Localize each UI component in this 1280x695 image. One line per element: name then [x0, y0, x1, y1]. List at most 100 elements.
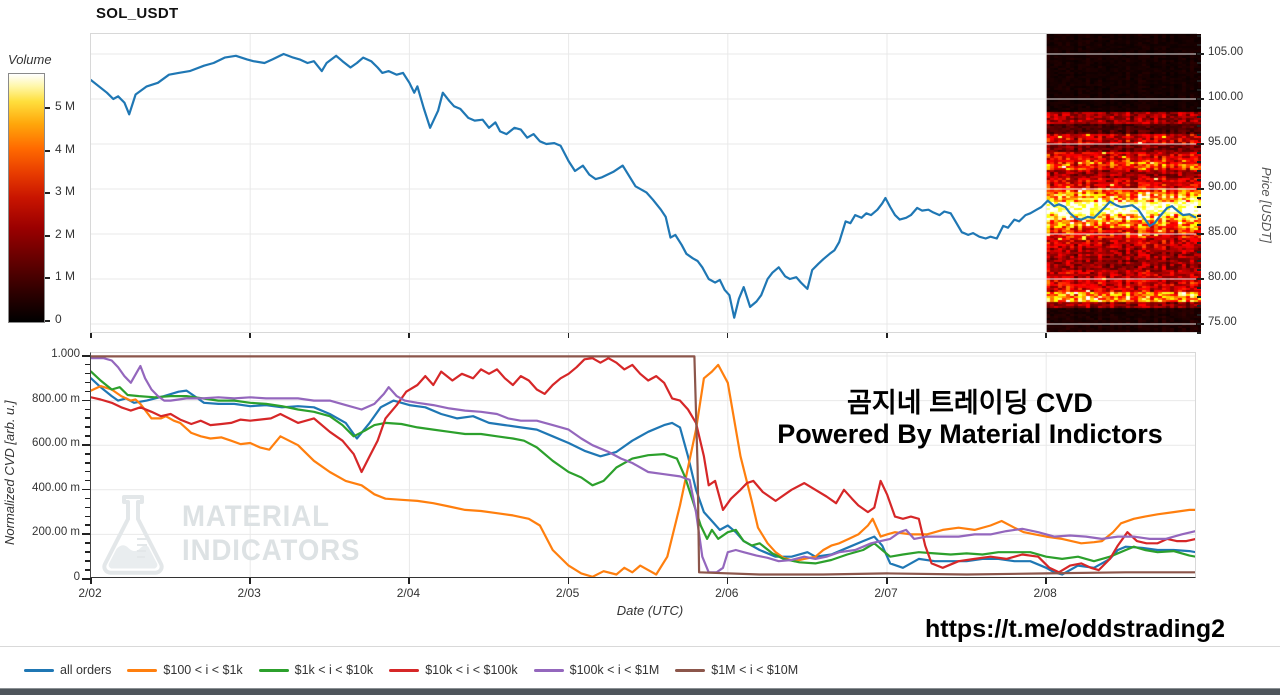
cvd-tick — [85, 506, 90, 509]
volume-tick — [45, 320, 50, 322]
cvd-tick — [85, 524, 90, 526]
price-tick — [1197, 197, 1201, 199]
cvd-tick — [82, 444, 90, 446]
legend-swatch-icon — [533, 668, 564, 672]
price-tick — [1197, 170, 1201, 172]
legend-item-3[interactable]: $10k < i < $100k — [389, 663, 518, 677]
orderbook-heatmap — [1046, 34, 1202, 332]
price-tick — [1197, 224, 1201, 226]
cvd-line-plot — [91, 353, 1195, 577]
price-tick — [1197, 62, 1201, 64]
price-tick — [1197, 44, 1201, 46]
volume-tick-label: 5 M — [55, 99, 76, 113]
legend-divider — [0, 646, 1280, 647]
cvd-tick-label: 800.00 m — [32, 392, 80, 405]
price-tick-label: 105.00 — [1208, 46, 1244, 58]
cvd-tick — [82, 399, 90, 402]
cvd-line--10k-i-100k — [91, 357, 1195, 574]
date-tick — [1045, 578, 1047, 584]
cvd-tick — [85, 453, 90, 455]
date-tick — [567, 578, 570, 584]
cvd-tick — [85, 381, 90, 384]
price-tick — [1197, 152, 1201, 154]
cvd-tick-label: 200.00 m — [32, 526, 80, 539]
price-tick — [1197, 179, 1201, 181]
date-tick — [90, 578, 92, 584]
date-tick — [726, 578, 729, 584]
legend-label: all orders — [60, 663, 112, 677]
date-tick-label: 2/03 — [237, 586, 261, 600]
legend-item-0[interactable]: all orders — [24, 663, 111, 677]
price-tick — [1197, 89, 1201, 91]
top-x-tick — [408, 333, 410, 338]
price-tick-label: 100.00 — [1208, 91, 1244, 103]
volume-colorbar-label: Volume — [8, 52, 52, 67]
price-axis-label: Price [USDT] — [1259, 167, 1274, 243]
volume-tick — [45, 149, 50, 152]
price-tick — [1197, 260, 1201, 262]
price-tick — [1197, 269, 1201, 271]
volume-tick — [45, 277, 50, 280]
cvd-tick — [82, 533, 90, 535]
price-tick-label: 80.00 — [1208, 271, 1237, 283]
price-tick — [1197, 161, 1201, 163]
cvd-line--100-i-1k — [91, 363, 1195, 577]
price-tick-label: 75.00 — [1208, 316, 1237, 328]
cvd-tick — [85, 542, 90, 544]
cvd-tick — [85, 435, 90, 437]
caption-powered-by: Powered By Material Indictors — [777, 419, 1163, 449]
cvd-tick — [85, 363, 90, 366]
legend-item-2[interactable]: $1k < i < $10k — [258, 663, 374, 677]
price-tick — [1197, 53, 1204, 55]
cvd-tick — [85, 417, 90, 419]
price-tick — [1197, 278, 1204, 280]
volume-tick-label: 1 M — [55, 269, 76, 284]
volume-tick-label: 3 M — [55, 184, 76, 199]
volume-tick-label: 0 — [55, 312, 62, 326]
volume-tick-label: 2 M — [55, 226, 76, 241]
date-tick — [408, 578, 410, 584]
legend-label: $1k < i < $10k — [294, 663, 374, 677]
cvd-tick — [85, 462, 90, 464]
legend-swatch-icon — [24, 668, 54, 672]
volume-colorbar — [8, 73, 45, 323]
cvd-line--1k-i-10k — [91, 370, 1195, 565]
top-x-tick — [567, 333, 570, 338]
price-tick — [1197, 80, 1201, 82]
legend-label: $100 < i < $1k — [163, 663, 243, 677]
cvd-tick-label: 600.00 m — [32, 437, 80, 450]
cvd-tick — [85, 515, 90, 518]
top-x-tick — [1045, 333, 1047, 338]
top-x-tick — [886, 333, 888, 338]
price-tick — [1197, 116, 1201, 118]
legend-item-5[interactable]: $1M < i < $10M — [675, 663, 798, 677]
price-tick — [1197, 332, 1201, 334]
cvd-tick — [85, 569, 90, 571]
cvd-line--1m-i-10m — [91, 355, 1195, 576]
legend-item-4[interactable]: $100k < i < $1M — [533, 663, 660, 677]
price-tick — [1197, 143, 1204, 145]
caption-block: 곰지네 트레이딩 CVD Powered By Material Indicto… — [720, 388, 1220, 450]
price-line-plot — [91, 34, 1196, 332]
price-tick-label: 95.00 — [1208, 136, 1237, 148]
cvd-axis-label: Normalized CVD [arb. u.] — [2, 400, 17, 545]
price-tick-label: 90.00 — [1208, 181, 1237, 193]
legend-item-1[interactable]: $100 < i < $1k — [127, 663, 243, 677]
price-tick — [1197, 98, 1204, 100]
legend-swatch-icon — [127, 668, 158, 672]
cvd-chart[interactable] — [90, 352, 1196, 578]
cvd-tick — [82, 355, 90, 357]
caption-korean: 곰지네 트레이딩 CVD — [847, 388, 1093, 418]
legend-label: $10k < i < $100k — [425, 663, 518, 677]
price-chart[interactable] — [90, 33, 1202, 333]
date-tick-label: 2/07 — [874, 586, 898, 600]
cvd-tick — [85, 426, 90, 428]
legend-label: $100k < i < $1M — [569, 663, 660, 677]
cvd-tick — [85, 372, 90, 375]
date-tick-label: 2/04 — [396, 586, 421, 600]
price-tick — [1197, 206, 1201, 208]
top-x-tick — [726, 333, 729, 338]
cvd-tick-label: 1.000 — [51, 348, 80, 360]
volume-tick — [45, 192, 50, 195]
